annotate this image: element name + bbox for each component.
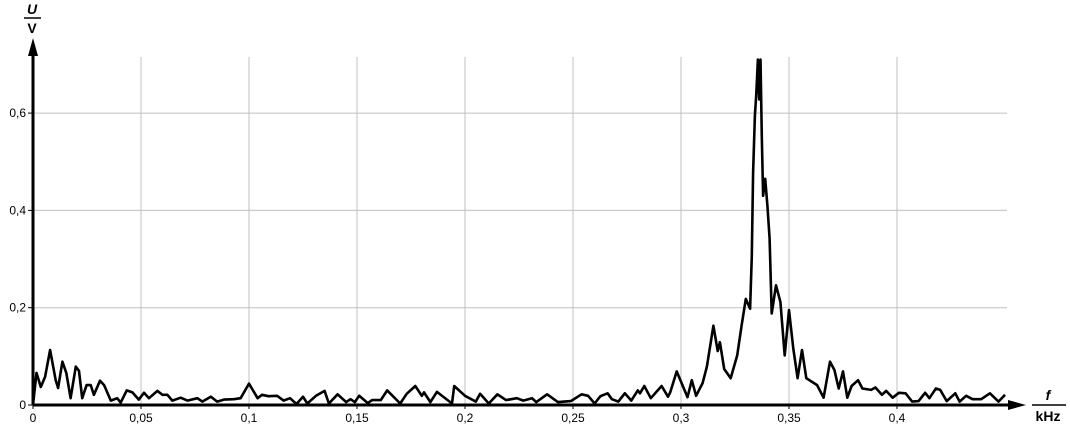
x-tick-label: 0,2 (457, 411, 474, 425)
y-axis-symbol: U (27, 1, 38, 17)
x-axis (33, 400, 1026, 410)
x-axis-symbol: f (1046, 387, 1052, 403)
y-tick-label: 0,2 (9, 301, 26, 315)
y-axis-unit: V (27, 20, 37, 36)
y-axis-label: U V (24, 1, 41, 36)
x-tick-label: 0,15 (345, 411, 369, 425)
y-tick-label: 0,6 (9, 106, 26, 120)
x-axis-arrow-icon (1008, 400, 1026, 410)
tick-labels: 0 0,05 0,1 0,15 0,2 0,25 0,3 0,35 0,4 0 0,2 0,4 0,6 (9, 106, 905, 425)
x-axis-unit: kHz (1036, 408, 1061, 424)
series-line (31, 58, 1006, 406)
x-tick-label: 0,05 (129, 411, 153, 425)
x-tick-label: 0,35 (777, 411, 801, 425)
x-tick-label: 0,3 (673, 411, 690, 425)
x-tick-label: 0,4 (889, 411, 906, 425)
x-tick-label: 0,25 (561, 411, 585, 425)
y-axis-arrow-icon (28, 38, 38, 56)
x-tick-label: 0,1 (241, 411, 258, 425)
grid (33, 57, 1007, 405)
x-axis-label: f kHz (1032, 387, 1066, 424)
y-tick-label: 0 (19, 398, 26, 412)
x-tick-label: 0 (30, 411, 37, 425)
y-axis (28, 38, 38, 405)
y-tick-label: 0,4 (9, 203, 26, 217)
